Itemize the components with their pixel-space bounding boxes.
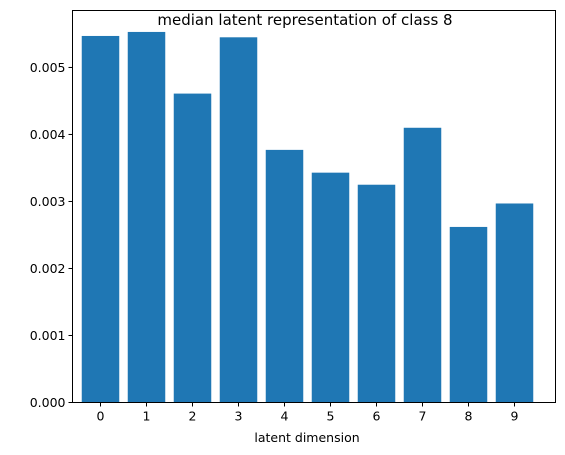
x-tick-label-8: 8 bbox=[465, 409, 473, 424]
bar-1 bbox=[127, 31, 166, 403]
y-tick-label-4: 0.004 bbox=[30, 127, 66, 142]
x-tick-label-6: 6 bbox=[373, 409, 381, 424]
bar-3 bbox=[219, 37, 258, 403]
x-axis-ticks: 0 1 2 3 4 5 6 7 8 9 bbox=[97, 402, 519, 424]
plot-frame bbox=[72, 10, 556, 403]
bar-7 bbox=[403, 127, 442, 403]
y-tick-label-0: 0.000 bbox=[30, 395, 66, 410]
y-tick-label-3: 0.003 bbox=[30, 194, 66, 209]
bar-9 bbox=[495, 203, 534, 403]
x-tick-label-5: 5 bbox=[327, 409, 335, 424]
y-tick-label-5: 0.005 bbox=[30, 60, 66, 75]
y-tick-label-2: 0.002 bbox=[30, 261, 66, 276]
x-tick-label-9: 9 bbox=[511, 409, 519, 424]
x-axis-label: latent dimension bbox=[254, 430, 359, 445]
y-axis-ticks: 0.000 0.001 0.002 0.003 0.004 0.005 bbox=[30, 60, 73, 410]
bar-0 bbox=[81, 35, 120, 403]
bar-4 bbox=[265, 149, 304, 403]
bar-2 bbox=[173, 93, 212, 403]
x-tick-label-3: 3 bbox=[235, 409, 243, 424]
chart-title: median latent representation of class 8 bbox=[157, 11, 452, 29]
x-tick-label-2: 2 bbox=[189, 409, 197, 424]
x-tick-label-7: 7 bbox=[419, 409, 427, 424]
x-tick-label-1: 1 bbox=[143, 409, 151, 424]
x-tick-label-4: 4 bbox=[281, 409, 289, 424]
bar-8 bbox=[449, 226, 488, 403]
y-tick-label-1: 0.001 bbox=[30, 328, 66, 343]
bars-group bbox=[81, 31, 534, 403]
bar-6 bbox=[357, 184, 396, 403]
x-tick-label-0: 0 bbox=[97, 409, 105, 424]
bar-5 bbox=[311, 172, 350, 403]
